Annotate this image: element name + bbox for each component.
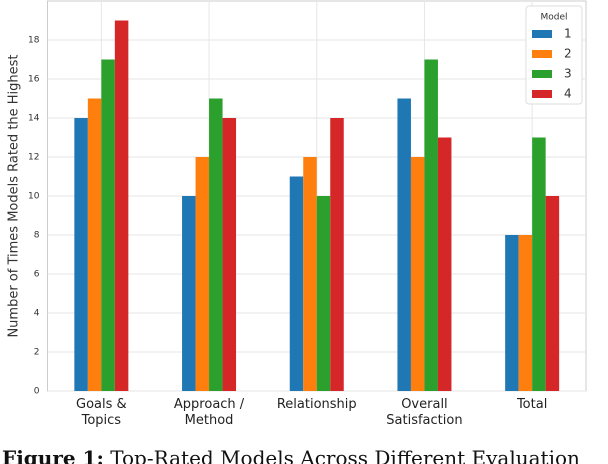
bar bbox=[74, 118, 88, 391]
y-tick-label: 16 bbox=[28, 75, 40, 85]
bar bbox=[209, 98, 223, 391]
bar bbox=[532, 137, 546, 391]
chart: Number of Times Models Rated the Highest… bbox=[7, 0, 587, 397]
bar bbox=[114, 20, 129, 391]
bar bbox=[316, 196, 331, 391]
y-tick-label: 4 bbox=[34, 309, 40, 319]
legend-swatch bbox=[532, 70, 552, 78]
bar bbox=[303, 157, 317, 391]
y-tick-label: 6 bbox=[34, 270, 40, 280]
caption-label: Figure 1: bbox=[2, 446, 104, 464]
bar bbox=[545, 196, 560, 391]
bar bbox=[289, 176, 304, 391]
y-tick-label: 10 bbox=[28, 192, 40, 202]
legend-label: 4 bbox=[564, 87, 572, 101]
legend-label: 3 bbox=[564, 67, 572, 81]
y-tick-label: 8 bbox=[34, 231, 40, 241]
bar bbox=[195, 157, 210, 391]
bar bbox=[101, 59, 115, 391]
legend-label: 2 bbox=[564, 47, 572, 61]
caption-text: Top-Rated Models Across Different Evalua… bbox=[110, 446, 580, 464]
legend-swatch bbox=[532, 50, 552, 58]
bar bbox=[410, 157, 425, 391]
bar bbox=[505, 235, 519, 391]
bar bbox=[222, 118, 237, 391]
bar bbox=[182, 196, 196, 391]
y-axis-label: Number of Times Models Rated the Highest bbox=[7, 54, 22, 337]
x-tick-label: Relationship bbox=[276, 397, 357, 412]
legend-title: Model bbox=[540, 13, 567, 23]
x-tick-label: Approach / Method bbox=[173, 397, 245, 428]
caption: Figure 1: Top-Rated Models Across Differ… bbox=[2, 446, 580, 464]
bar bbox=[424, 59, 438, 391]
x-tick-label: Overall Satisfaction bbox=[386, 397, 463, 428]
legend-swatch bbox=[532, 30, 552, 38]
y-tick-label: 0 bbox=[34, 387, 40, 397]
y-tick-label: 12 bbox=[28, 153, 39, 163]
y-tick-label: 14 bbox=[28, 114, 40, 124]
bar bbox=[330, 118, 344, 391]
x-tick-label: Total bbox=[516, 397, 548, 412]
legend-swatch bbox=[532, 90, 552, 98]
bar bbox=[518, 235, 533, 391]
bar bbox=[437, 137, 452, 391]
x-tick-label: Goals & Topics bbox=[76, 397, 127, 428]
y-tick-label: 2 bbox=[34, 348, 40, 358]
y-tick-label: 18 bbox=[28, 36, 40, 46]
bar bbox=[397, 98, 411, 391]
bar bbox=[87, 98, 102, 391]
legend-label: 1 bbox=[564, 27, 572, 41]
